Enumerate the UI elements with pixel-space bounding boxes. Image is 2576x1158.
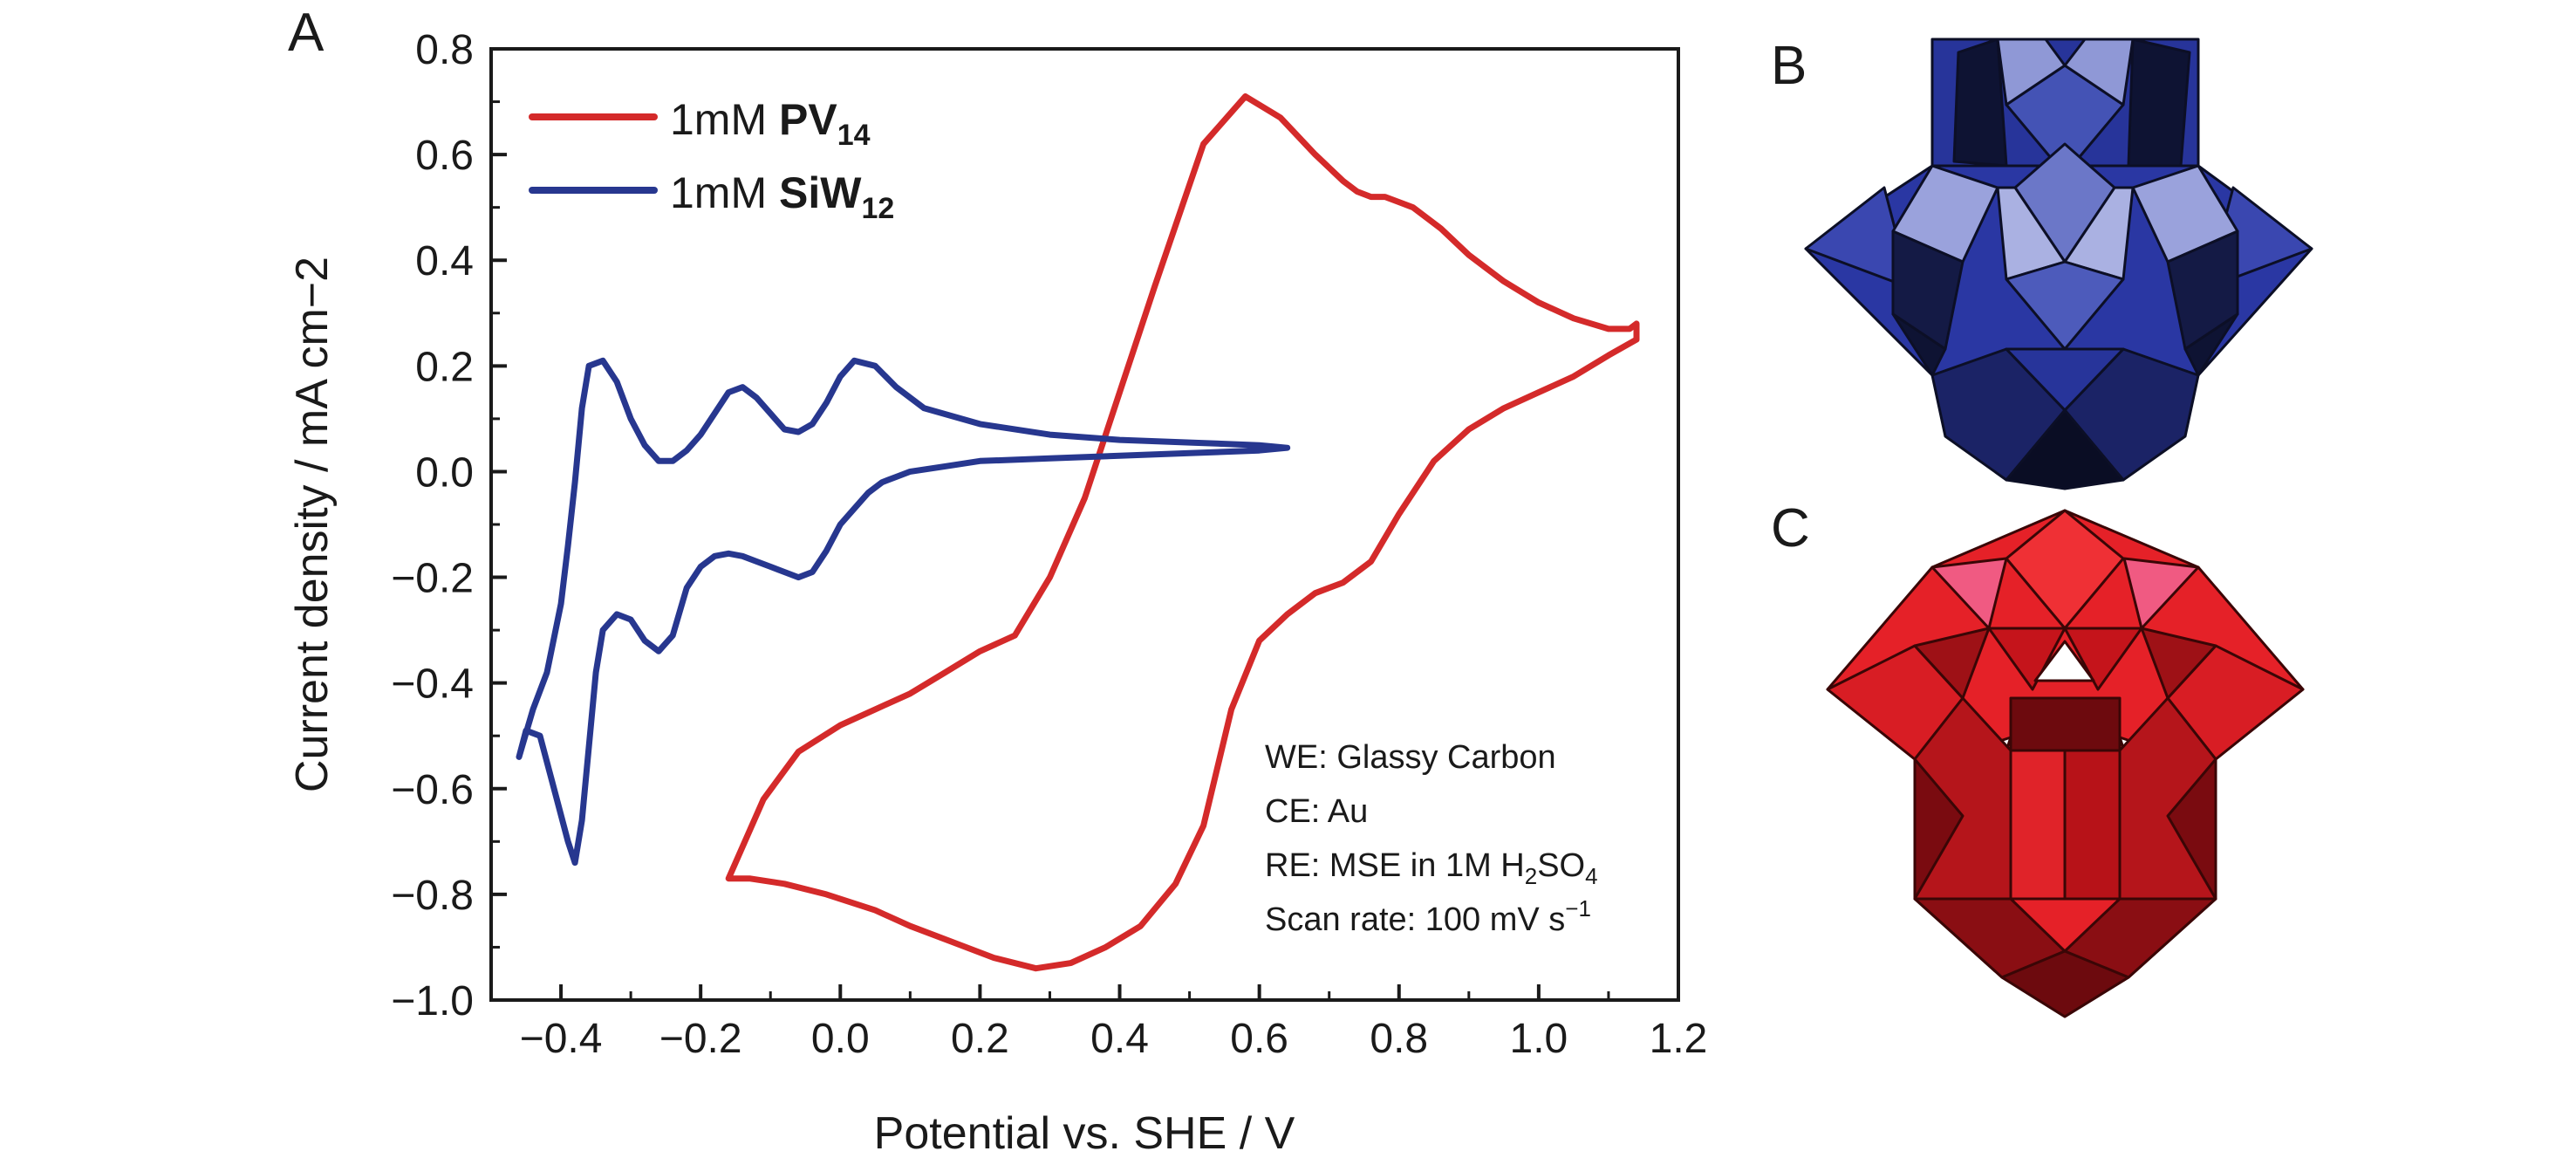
x-tick-label: 0.4 [1090,1016,1149,1062]
y-tick-label: 0.6 [415,133,474,179]
x-axis-label: Potential vs. SHE / V [874,1108,1295,1158]
y-tick-label: −0.6 [391,767,474,813]
legend-label-siw12: 1mM SiW12 [670,168,894,225]
y-tick-label: −0.8 [391,873,474,919]
pv14-polyhedral-structure [1826,509,2305,1018]
y-tick-label: −0.2 [391,556,474,602]
panel-c-label: C [1771,498,1810,558]
y-ticks: −1.0 −0.8 −0.6 −0.4 −0.2 0.0 0.2 0.4 0.6 0.8 [391,27,507,1024]
annotation-scan-rate: Scan rate: 100 mV s−1 [1265,895,1591,938]
x-tick-label: 0.6 [1230,1016,1288,1062]
legend-label-pv14: 1mM PV14 [670,95,871,152]
siw12-polyhedral-structure [1804,38,2313,490]
y-tick-label: 0.0 [415,449,474,496]
panel-b-label: B [1771,36,1807,96]
series-group [516,93,1640,972]
x-tick-label: 1.2 [1650,1016,1708,1062]
x-tick-label: −0.4 [520,1016,603,1062]
annotation-re: RE: MSE in 1M H2SO4 [1265,847,1598,889]
annotation-we: WE: Glassy Carbon [1265,739,1556,776]
x-tick-label: 0.2 [951,1016,1009,1062]
x-tick-label: −0.2 [659,1016,742,1062]
x-tick-label: 0.8 [1370,1016,1428,1062]
x-tick-label: 1.0 [1510,1016,1568,1062]
series-line-pv14 [725,93,1640,972]
x-tick-label: 0.0 [811,1016,870,1062]
legend: 1mM PV14 1mM SiW12 [529,95,894,225]
y-tick-label: 0.8 [415,27,474,73]
series-line-siw12 [516,357,1291,867]
y-tick-label: −1.0 [391,978,474,1024]
y-tick-label: 0.4 [415,238,474,284]
y-tick-label: 0.2 [415,344,474,390]
panel-a-label: A [288,3,325,63]
y-axis-label: Current density / mA cm−2 [287,257,338,792]
annotation-ce: CE: Au [1265,793,1368,830]
x-ticks: −0.4 −0.2 0.0 0.2 0.4 0.6 0.8 1.0 1.2 [489,984,1708,1062]
y-tick-label: −0.4 [391,661,474,708]
conditions-annotation: WE: Glassy Carbon CE: Au RE: MSE in 1M H… [1265,739,1598,938]
